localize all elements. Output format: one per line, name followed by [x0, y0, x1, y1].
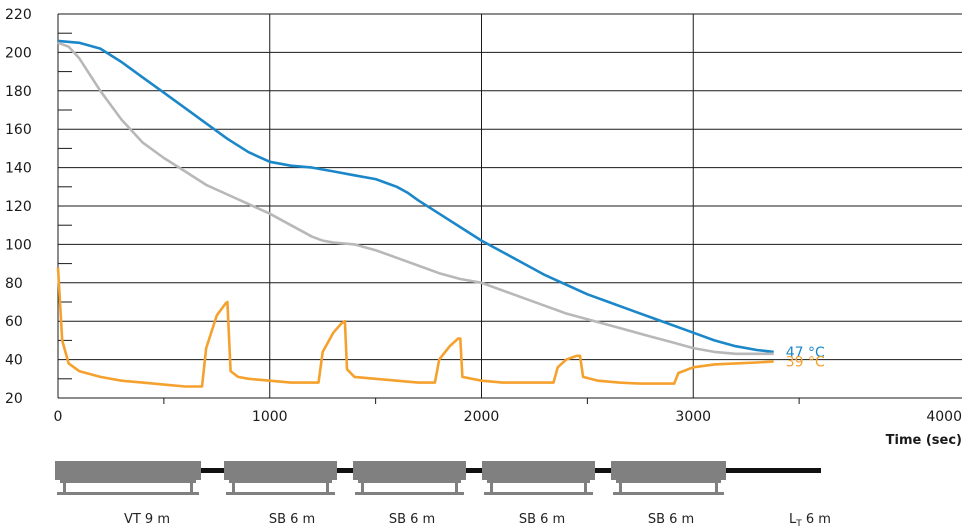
x-axis: 0 1000 2000 3000 4000: [54, 409, 962, 425]
segment-block: [611, 461, 726, 495]
y-tick-label: 180: [5, 84, 32, 100]
y-axis: 20 40 60 80 100 120 140 160 180 200 220: [5, 7, 32, 407]
series-line-3: [56, 267, 774, 388]
segment-label: SB 6 m: [389, 512, 435, 527]
x-tick-label: 3000: [675, 409, 711, 425]
y-tick-label: 80: [5, 276, 23, 292]
segment-label: SB 6 m: [269, 512, 315, 527]
grid: [57, 13, 962, 404]
series-line-1: [57, 39, 774, 354]
segment-label: VT 9 m: [124, 512, 170, 527]
y-tick-label: 40: [5, 353, 23, 369]
end-label-1: 47 °C: [786, 345, 825, 361]
y-tick-label: 20: [5, 391, 23, 407]
y-tick-label: 140: [5, 161, 32, 177]
segment-block: [353, 461, 466, 495]
segment-label: SB 6 m: [519, 512, 565, 527]
y-tick-label: 200: [5, 45, 32, 61]
segment-block: [224, 461, 337, 495]
y-tick-label: 120: [5, 199, 32, 215]
series-lines: [56, 39, 774, 388]
y-tick-label: 60: [5, 314, 23, 330]
end-labels: 47 °C39 °C: [786, 345, 825, 371]
x-axis-label: Time (sec): [886, 433, 962, 448]
segment-block: [482, 461, 595, 495]
segment-label: SB 6 m: [648, 512, 694, 527]
x-tick-label: 4000: [926, 409, 962, 425]
series-line-2: [57, 41, 774, 356]
y-tick-label: 100: [5, 237, 32, 253]
x-tick-label: 1000: [252, 409, 288, 425]
segment-label: LT 6 m: [789, 512, 831, 528]
section-diagram: VT 9 m SB 6 m SB 6 m SB 6 m SB 6 m LT 6 m: [55, 461, 831, 528]
end-label-3: 39 °C: [786, 355, 825, 371]
x-tick-label: 2000: [464, 409, 500, 425]
segment-block: [55, 461, 201, 495]
x-tick-label: 0: [54, 409, 63, 425]
y-tick-label: 220: [5, 7, 32, 23]
y-tick-label: 160: [5, 122, 32, 138]
